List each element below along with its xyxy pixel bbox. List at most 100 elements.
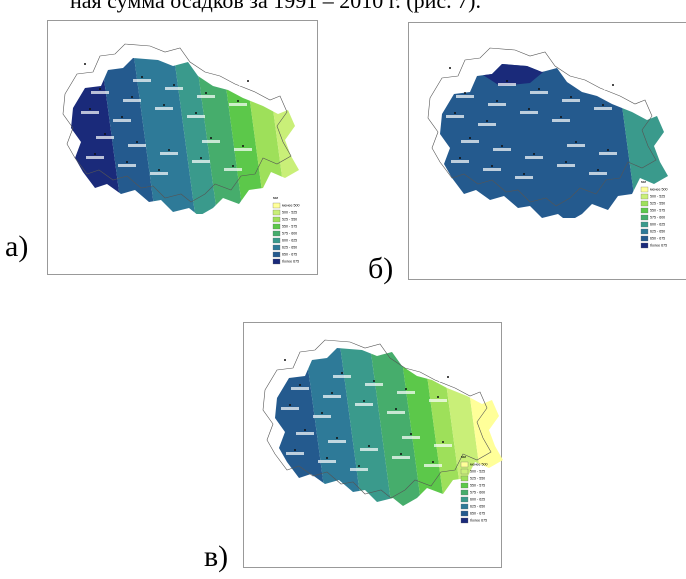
- city-dot: [486, 120, 488, 122]
- city-label-bg: [187, 115, 205, 118]
- legend-label: 625 - 650: [282, 245, 297, 249]
- legend-label: 600 - 625: [282, 238, 297, 242]
- city-dot: [284, 359, 286, 361]
- legend-label: более 675: [282, 259, 299, 263]
- city-dot: [442, 441, 444, 443]
- city-dot: [331, 392, 333, 394]
- city-dot: [597, 169, 599, 171]
- city-label-bg: [86, 156, 104, 159]
- city-label-bg: [392, 456, 410, 459]
- city-label-bg: [461, 140, 479, 143]
- city-label-bg: [286, 452, 304, 455]
- city-label-bg: [434, 444, 452, 447]
- legend-swatch: [273, 238, 280, 243]
- city-dot: [341, 372, 343, 374]
- city-label-bg: [113, 119, 131, 122]
- city-dot: [575, 141, 577, 143]
- city-label-bg: [498, 83, 516, 86]
- city-label-bg: [402, 436, 420, 439]
- city-dot: [491, 165, 493, 167]
- city-label-bg: [165, 87, 183, 90]
- city-dot: [289, 404, 291, 406]
- city-dot: [104, 133, 106, 135]
- legend-swatch: [461, 504, 468, 509]
- city-dot: [121, 116, 123, 118]
- city-dot: [89, 108, 91, 110]
- city-dot: [602, 104, 604, 106]
- city-label-bg: [76, 66, 94, 69]
- city-label-bg: [387, 411, 405, 414]
- city-label-bg: [365, 383, 383, 386]
- legend-swatch: [641, 187, 648, 192]
- city-label-bg: [155, 107, 173, 110]
- city-dot: [447, 376, 449, 378]
- city-dot: [612, 84, 614, 86]
- city-dot: [126, 161, 128, 163]
- city-label-bg: [483, 168, 501, 171]
- city-label-bg: [599, 152, 617, 155]
- city-dot: [506, 80, 508, 82]
- legend-label: 625 - 650: [650, 229, 665, 233]
- city-dot: [200, 157, 202, 159]
- city-label-bg: [239, 83, 257, 86]
- city-label-bg: [478, 123, 496, 126]
- city-dot: [173, 84, 175, 86]
- city-label-bg: [81, 111, 99, 114]
- legend-swatch: [461, 490, 468, 495]
- city-label-bg: [276, 362, 294, 365]
- legend-swatch: [273, 252, 280, 257]
- city-dot: [158, 169, 160, 171]
- city-dot: [363, 400, 365, 402]
- legend-swatch: [273, 210, 280, 215]
- city-label-bg: [446, 115, 464, 118]
- legend-label: 650 - 675: [470, 511, 485, 515]
- city-dot: [210, 137, 212, 139]
- legend-label: 575 - 600: [470, 490, 485, 494]
- legend-label: 575 - 600: [650, 215, 665, 219]
- city-dot: [294, 449, 296, 451]
- city-dot: [459, 157, 461, 159]
- city-dot: [326, 457, 328, 459]
- city-dot: [437, 396, 439, 398]
- legend-title: мм: [273, 196, 278, 200]
- legend-swatch: [641, 222, 648, 227]
- legend-label: 600 - 625: [650, 222, 665, 226]
- city-dot: [84, 63, 86, 65]
- city-label-bg: [197, 95, 215, 98]
- legend-title: мм: [641, 180, 646, 184]
- city-label-bg: [360, 448, 378, 451]
- city-dot: [242, 145, 244, 147]
- city-dot: [99, 88, 101, 90]
- city-dot: [94, 153, 96, 155]
- city-label-bg: [118, 164, 136, 167]
- city-label-bg: [296, 432, 314, 435]
- legend-swatch: [461, 518, 468, 523]
- city-label-bg: [160, 152, 178, 155]
- city-label-bg: [562, 99, 580, 102]
- legend-label: 500 - 525: [282, 210, 297, 214]
- city-dot: [232, 165, 234, 167]
- city-dot: [168, 149, 170, 151]
- city-dot: [237, 100, 239, 102]
- city-label-bg: [429, 399, 447, 402]
- legend-label: 525 - 550: [650, 201, 665, 205]
- legend-label: 650 - 675: [282, 252, 297, 256]
- city-label-bg: [594, 107, 612, 110]
- legend-label: 500 - 525: [650, 194, 665, 198]
- city-label-bg: [150, 172, 168, 175]
- legend-swatch: [461, 469, 468, 474]
- city-dot: [560, 116, 562, 118]
- city-dot: [496, 100, 498, 102]
- city-dot: [538, 88, 540, 90]
- city-label-bg: [128, 144, 146, 147]
- city-label-bg: [350, 468, 368, 471]
- legend-swatch: [273, 217, 280, 222]
- city-dot: [469, 137, 471, 139]
- legend-swatch: [641, 215, 648, 220]
- city-dot: [410, 433, 412, 435]
- city-dot: [247, 80, 249, 82]
- legend-swatch: [461, 462, 468, 467]
- city-label-bg: [439, 379, 457, 382]
- city-dot: [449, 67, 451, 69]
- city-dot: [321, 412, 323, 414]
